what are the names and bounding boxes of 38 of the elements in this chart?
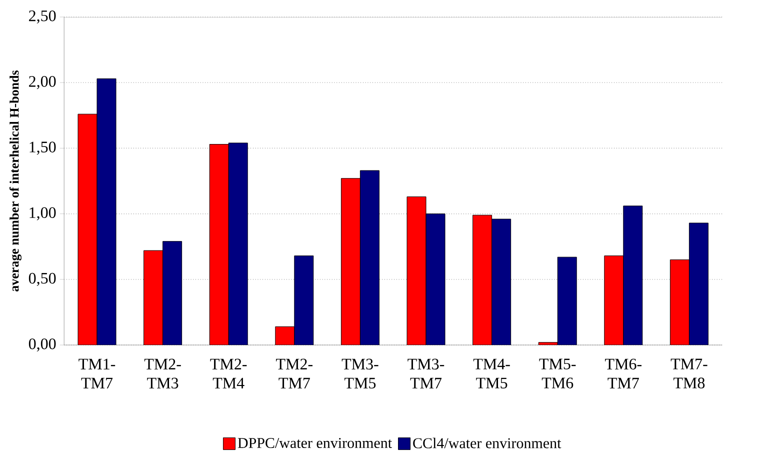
bar: [209, 144, 229, 345]
bar: [340, 178, 360, 345]
bar: [492, 218, 512, 345]
y-tick-label: 2,50: [29, 10, 56, 24]
x-tick-label: TM3-TM7: [408, 358, 444, 388]
y-tick-label: 1,50: [30, 142, 56, 155]
legend-label: DPPC/water environment: [238, 438, 392, 448]
legend-label: CCl4/water environment: [413, 438, 562, 448]
x-tick-label: TM7-TM8: [670, 358, 708, 388]
y-tick-label: 1,00: [30, 207, 56, 220]
y-tick-label: 2,00: [29, 76, 56, 90]
x-tick-label: TM4-TM5: [473, 358, 510, 388]
bar: [360, 170, 380, 345]
x-tick-label: TM2-TM4: [210, 358, 247, 388]
x-tick-label: TM6-TM7: [605, 358, 642, 388]
bar: [688, 222, 708, 345]
y-tick-label: 0,00: [28, 338, 56, 352]
bar: [670, 259, 690, 345]
bar: [144, 250, 164, 345]
x-tick-label: TM1-TM7: [78, 358, 116, 388]
bar: [557, 256, 577, 345]
bar: [472, 214, 492, 345]
y-axis-title: average number of interhelical H-bonds: [9, 70, 22, 292]
x-tick-label: TM3-TM5: [342, 358, 378, 389]
bar: [604, 256, 624, 345]
x-tick-label: TM2-TM3: [144, 358, 181, 389]
bar: [78, 114, 98, 345]
bar: [406, 196, 426, 345]
bar: [623, 206, 643, 345]
x-tick-label: TM5-TM6: [539, 358, 576, 388]
bar: [228, 142, 248, 345]
y-tick-label: 0,50: [28, 272, 56, 286]
bar: [162, 241, 182, 345]
bar: [96, 78, 116, 345]
bar: [294, 256, 314, 345]
bar: [426, 214, 446, 345]
x-tick-label: TM2-TM7: [276, 358, 312, 388]
bar: [275, 326, 295, 345]
